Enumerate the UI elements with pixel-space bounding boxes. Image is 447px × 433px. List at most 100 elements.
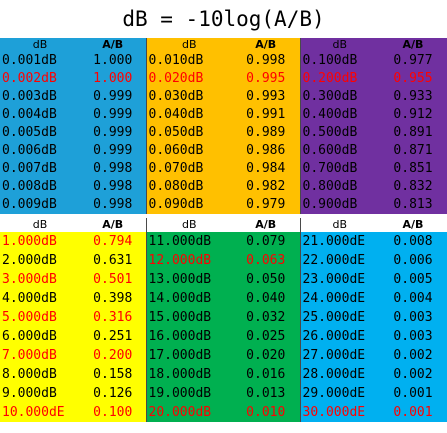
ratio-cell: 0.631 <box>80 251 146 270</box>
db-cell: 3.000dB <box>0 270 80 289</box>
ratio-cell: 0.955 <box>379 70 447 88</box>
header-db: dB <box>32 218 48 231</box>
db-cell: 2.000dB <box>0 251 80 270</box>
db-cell: 0.900dB <box>299 196 379 214</box>
db-cell: 25.000dE <box>299 308 379 327</box>
ratio-cell: 0.020 <box>232 346 300 365</box>
db-cell: 0.005dB <box>0 124 80 142</box>
db-cell: 0.700dB <box>299 160 379 178</box>
db-cell: 0.003dB <box>0 88 80 106</box>
table-row: 0.004dB 0.999 0.040dB 0.991 0.400dB 0.912 <box>0 106 447 124</box>
ratio-cell: 0.040 <box>232 289 300 308</box>
table-row: 3.000dB 0.501 13.000dB 0.050 23.000dE 0.005 <box>0 270 447 289</box>
db-cell: 0.002dB <box>0 70 80 88</box>
db-cell: 17.000dB <box>145 346 232 365</box>
header-row: dB A/B dB A/B dB A/B <box>0 38 447 52</box>
db-cell: 0.007dB <box>0 160 80 178</box>
db-cell: 0.050dB <box>145 124 232 142</box>
db-cell: 28.000dE <box>299 365 379 384</box>
ratio-cell: 0.158 <box>80 365 146 384</box>
table-row: 4.000dB 0.398 14.000dB 0.040 24.000dE 0.004 <box>0 289 447 308</box>
table-row: 0.003dB 0.999 0.030dB 0.993 0.300dB 0.933 <box>0 88 447 106</box>
header-ab: A/B <box>379 38 447 52</box>
ratio-cell: 0.032 <box>232 308 300 327</box>
db-cell: 15.000dB <box>145 308 232 327</box>
db-cell: 0.800dB <box>299 178 379 196</box>
ratio-cell: 0.891 <box>379 124 447 142</box>
db-cell: 0.006dB <box>0 142 80 160</box>
header-db: dB <box>299 218 379 232</box>
db-cell: 0.004dB <box>0 106 80 124</box>
db-cell: 20.000dB <box>145 403 232 422</box>
ratio-cell: 0.063 <box>232 251 300 270</box>
db-cell: 26.000dE <box>299 327 379 346</box>
ratio-cell: 0.316 <box>80 308 146 327</box>
db-cell: 0.100dB <box>299 52 379 70</box>
ratio-cell: 0.998 <box>232 52 300 70</box>
table-row: 0.007dB 0.998 0.070dB 0.984 0.700dB 0.851 <box>0 160 447 178</box>
ratio-cell: 1.000 <box>80 52 146 70</box>
db-cell: 8.000dB <box>0 365 80 384</box>
db-cell: 0.600dB <box>299 142 379 160</box>
db-cell: 0.500dB <box>299 124 379 142</box>
ratio-cell: 0.999 <box>80 88 146 106</box>
table-row: 10.000dE 0.100 20.000dB 0.010 30.000dE 0.001 <box>0 403 447 422</box>
header-ab: A/B <box>255 218 277 231</box>
db-cell: 16.000dB <box>145 327 232 346</box>
table-row: 8.000dB 0.158 18.000dB 0.016 28.000dE 0.002 <box>0 365 447 384</box>
db-cell: 0.200dB <box>299 70 379 88</box>
ratio-cell: 0.851 <box>379 160 447 178</box>
db-cell: 1.000dB <box>0 232 80 251</box>
ratio-cell: 0.002 <box>379 346 447 365</box>
table-whole-db: dB A/B dB A/B dB A/B 1.000dB 0.794 11.000dB 0.079… <box>0 218 447 422</box>
ratio-cell: 0.933 <box>379 88 447 106</box>
header-ab: A/B <box>402 218 424 231</box>
db-cell: 10.000dE <box>0 403 80 422</box>
db-cell: 14.000dB <box>145 289 232 308</box>
db-cell: 4.000dB <box>0 289 80 308</box>
db-cell: 12.000dB <box>145 251 232 270</box>
table-row: 9.000dB 0.126 19.000dB 0.013 29.000dE 0.001 <box>0 384 447 403</box>
ratio-cell: 0.999 <box>80 106 146 124</box>
ratio-cell: 0.010 <box>232 403 300 422</box>
ratio-cell: 0.998 <box>80 178 146 196</box>
ratio-cell: 0.025 <box>232 327 300 346</box>
table-row: 0.005dB 0.999 0.050dB 0.989 0.500dB 0.891 <box>0 124 447 142</box>
ratio-cell: 0.016 <box>232 365 300 384</box>
db-cell: 19.000dB <box>145 384 232 403</box>
db-cell: 0.070dB <box>145 160 232 178</box>
ratio-cell: 0.004 <box>379 289 447 308</box>
db-cell: 27.000dE <box>299 346 379 365</box>
ratio-cell: 0.912 <box>379 106 447 124</box>
db-cell: 0.300dB <box>299 88 379 106</box>
ratio-cell: 0.008 <box>379 232 447 251</box>
db-cell: 29.000dE <box>299 384 379 403</box>
ratio-cell: 0.982 <box>232 178 300 196</box>
db-cell: 21.000dE <box>299 232 379 251</box>
header-ab: A/B <box>232 38 300 52</box>
header-db: dB <box>299 38 379 52</box>
db-cell: 13.000dB <box>145 270 232 289</box>
db-cell: 0.009dB <box>0 196 80 214</box>
table-row: 1.000dB 0.794 11.000dB 0.079 21.000dE 0.008 <box>0 232 447 251</box>
db-cell: 5.000dB <box>0 308 80 327</box>
ratio-cell: 0.979 <box>232 196 300 214</box>
ratio-cell: 0.998 <box>80 160 146 178</box>
table-row: 0.006dB 0.999 0.060dB 0.986 0.600dB 0.871 <box>0 142 447 160</box>
ratio-cell: 0.999 <box>80 142 146 160</box>
table-fine-db: dB A/B dB A/B dB A/B 0.001dB 1.000 0.010dB 0.998 0… <box>0 38 447 214</box>
ratio-cell: 1.000 <box>80 70 146 88</box>
ratio-cell: 0.100 <box>80 403 146 422</box>
sheet-title: dB = -10log(A/B) <box>122 7 325 31</box>
db-cell: 0.001dB <box>0 52 80 70</box>
ratio-cell: 0.832 <box>379 178 447 196</box>
ratio-cell: 0.002 <box>379 365 447 384</box>
header-row: dB A/B dB A/B dB A/B <box>0 218 447 232</box>
header-db: dB <box>0 38 80 52</box>
db-cell: 0.090dB <box>145 196 232 214</box>
ratio-cell: 0.079 <box>232 232 300 251</box>
ratio-cell: 0.251 <box>80 327 146 346</box>
ratio-cell: 0.984 <box>232 160 300 178</box>
ratio-cell: 0.986 <box>232 142 300 160</box>
db-cell: 22.000dE <box>299 251 379 270</box>
